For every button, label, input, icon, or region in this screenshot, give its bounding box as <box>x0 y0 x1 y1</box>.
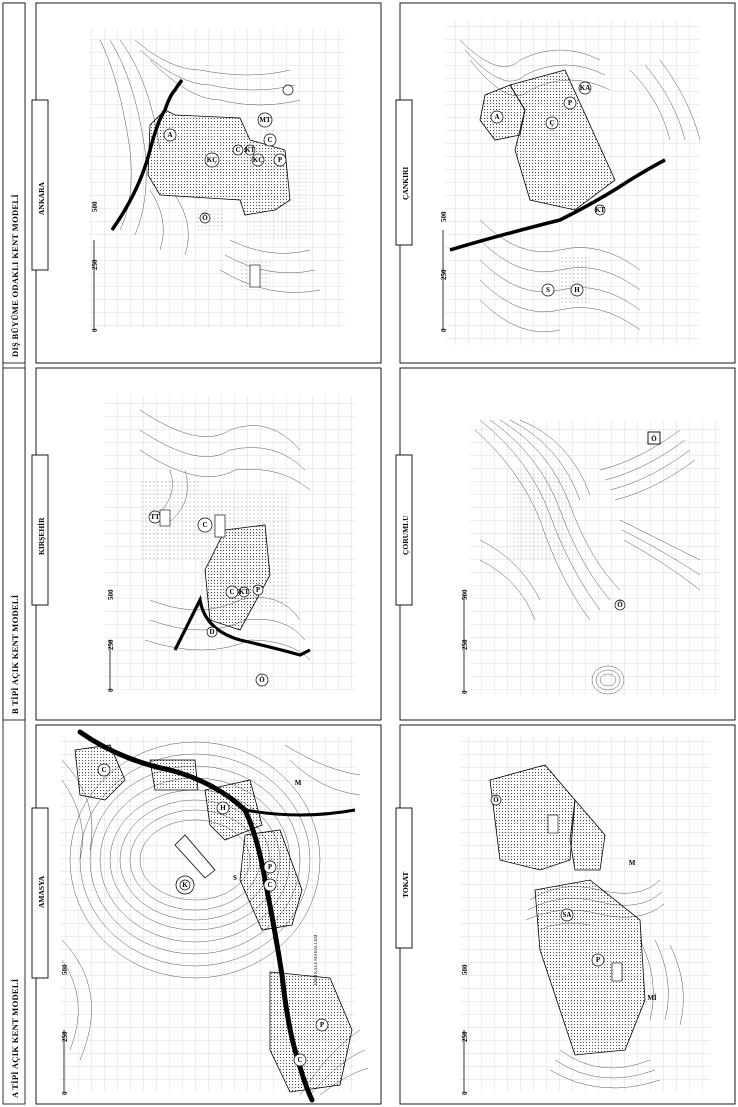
scale-bar-ankara: 0 250 500 <box>91 201 99 332</box>
svg-text:P: P <box>596 956 601 964</box>
svg-text:C: C <box>202 521 207 529</box>
panel-cankiri: ÇANKIRI 0 250 500 A <box>395 2 736 364</box>
svg-text:500: 500 <box>61 964 69 975</box>
svg-text:P: P <box>268 863 273 871</box>
svg-text:0: 0 <box>107 688 115 692</box>
built-areas-tokat <box>489 764 646 1056</box>
svg-text:S: S <box>233 874 237 882</box>
svg-text:0: 0 <box>461 690 469 694</box>
svg-text:C: C <box>101 766 106 774</box>
svg-text:ESKİ KALE MAHALLESİ: ESKİ KALE MAHALLESİ <box>313 934 318 985</box>
svg-text:P: P <box>256 586 261 594</box>
svg-text:500: 500 <box>461 589 469 600</box>
svg-text:TT: TT <box>150 513 160 521</box>
svg-text:KT: KT <box>595 206 605 214</box>
svg-text:C: C <box>267 881 272 889</box>
built-areas-kirsehir <box>140 480 290 631</box>
svg-text:M: M <box>295 779 302 787</box>
svg-text:C: C <box>267 136 272 144</box>
svg-text:MT: MT <box>259 116 271 124</box>
column-a-type: A TİPİ AÇIK KENT MODELİ AMASYA 0 250 500 <box>2 2 382 1105</box>
panel-kirsehir: KIRŞEHİR 0 250 500 <box>31 367 382 721</box>
svg-text:KA: KA <box>580 84 591 92</box>
river-ankara <box>110 78 184 232</box>
svg-text:KT: KT <box>239 588 249 596</box>
svg-text:K: K <box>182 881 188 889</box>
svg-text:0: 0 <box>91 328 99 332</box>
scale-bar-cankiri: 0 250 500 <box>440 211 448 332</box>
panel-tokat: TOKAT 0 250 500 SA P <box>395 724 736 1105</box>
svg-text:C: C <box>235 146 240 154</box>
svg-text:0: 0 <box>61 1091 69 1095</box>
city-title-ankara: ANKARA <box>37 182 46 215</box>
svg-text:Ö: Ö <box>651 435 657 443</box>
city-title-cankiri: ÇANKIRI <box>401 167 410 200</box>
svg-text:KT: KT <box>245 146 255 154</box>
svg-text:250: 250 <box>107 639 115 650</box>
built-areas-cankiri <box>479 69 616 305</box>
city-title-corum: ÇORUMLU <box>401 515 410 555</box>
svg-text:KÇ: KÇ <box>207 156 218 164</box>
section-title-b: B TİPİ AÇIK KENT MODELİ <box>10 594 20 714</box>
svg-text:KÇ: KÇ <box>253 156 264 164</box>
panel-ankara: ANKARA 0 250 500 <box>31 2 382 364</box>
svg-text:M: M <box>629 859 636 867</box>
svg-text:500: 500 <box>107 589 115 600</box>
scale-bar-amasya: 0 250 500 <box>61 964 69 1095</box>
svg-text:H: H <box>220 804 226 812</box>
city-title-amasya: AMASYA <box>37 875 46 908</box>
svg-text:0: 0 <box>461 1091 469 1095</box>
svg-text:Ö: Ö <box>202 214 208 222</box>
section-title-a: A TİPİ AÇIK KENT MODELİ <box>10 978 20 1098</box>
river-cankiri <box>449 158 666 252</box>
svg-text:Ö: Ö <box>617 601 623 609</box>
svg-text:500: 500 <box>440 211 448 222</box>
scale-bar-tokat: 0 250 500 <box>461 964 469 1095</box>
labels-corum: Ö Ö <box>614 431 661 611</box>
svg-text:A: A <box>167 131 172 139</box>
section-header-c: DIŞ BÜYÜME ODAKLI KENT MODELİ <box>2 2 26 364</box>
column-b-type: KIRŞEHİR 0 250 500 <box>31 367 382 721</box>
city-title-kirsehir: KIRŞEHİR <box>36 517 46 555</box>
panel-amasya: AMASYA 0 250 500 <box>31 724 382 1105</box>
svg-text:SA: SA <box>563 911 572 919</box>
svg-text:250: 250 <box>440 269 448 280</box>
city-title-tokat: TOKAT <box>401 872 410 898</box>
svg-text:H: H <box>574 286 580 294</box>
svg-text:P: P <box>278 156 283 164</box>
labels-ankara: A KÇ C KT MT C KÇ P Ö <box>163 84 294 288</box>
panel-corum: ÇORUMLU 0 250 500 <box>395 367 736 721</box>
built-area-corum <box>510 470 570 560</box>
svg-text:500: 500 <box>91 201 99 212</box>
river-kirsehir <box>173 594 311 657</box>
svg-text:C: C <box>229 588 234 596</box>
svg-text:P: P <box>320 1021 325 1029</box>
scale-bar-corum: 0 250 500 <box>461 589 469 694</box>
svg-text:A: A <box>494 113 499 121</box>
labels-kirsehir: TT C C KT P D Ö <box>148 509 269 687</box>
svg-text:D: D <box>209 628 214 636</box>
svg-text:Ö: Ö <box>259 676 265 684</box>
labels-amasya: C H M K P C S C P ESKİ KALE MAHALLESİ <box>97 763 329 1067</box>
svg-text:250: 250 <box>461 1031 469 1042</box>
svg-text:P: P <box>568 99 573 107</box>
svg-text:250: 250 <box>91 259 99 270</box>
scale-bar-kirsehir: 0 250 500 <box>107 589 115 692</box>
labels-tokat: SA P Mİ M Ö <box>490 794 657 1002</box>
section-header-b: B TİPİ AÇIK KENT MODELİ <box>2 367 26 721</box>
svg-text:0: 0 <box>440 328 448 332</box>
svg-text:Ö: Ö <box>493 796 499 804</box>
svg-text:Mİ: Mİ <box>647 994 657 1002</box>
svg-text:S: S <box>546 286 550 294</box>
svg-text:500: 500 <box>461 964 469 975</box>
svg-text:Ç: Ç <box>549 119 554 127</box>
svg-text:250: 250 <box>61 1031 69 1042</box>
svg-text:C: C <box>297 1056 302 1064</box>
labels-cankiri: A Ç P KA KT S H <box>490 81 605 297</box>
svg-text:250: 250 <box>461 639 469 650</box>
section-title-c: DIŞ BÜYÜME ODAKLI KENT MODELİ <box>10 194 20 357</box>
